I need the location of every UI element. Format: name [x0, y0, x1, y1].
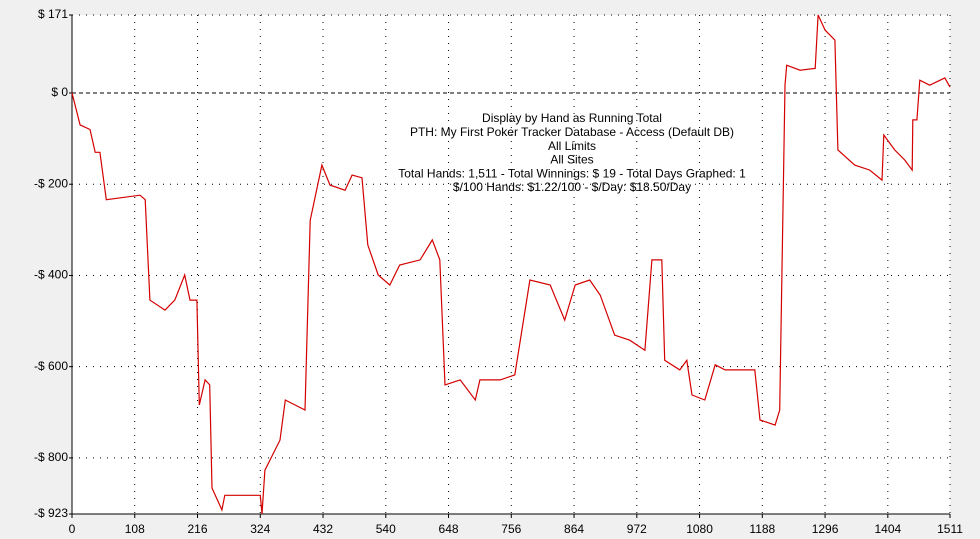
x-tick-label: 756 — [501, 522, 521, 536]
x-tick-label: 432 — [313, 522, 333, 536]
y-tick-label: $ 0 — [51, 85, 68, 99]
annotation: PTH: My First Poker Tracker Database - A… — [410, 125, 734, 139]
x-tick-label: 108 — [125, 522, 145, 536]
x-tick-label: 864 — [564, 522, 584, 536]
annotation: Display by Hand as Running Total — [482, 111, 662, 125]
line-series — [71, 14, 951, 515]
x-tick-label: 1188 — [749, 522, 775, 536]
x-tick-label: 216 — [187, 522, 207, 536]
annotation: All Sites — [550, 153, 593, 167]
x-tick-label: 540 — [376, 522, 396, 536]
x-tick-label: 1404 — [874, 522, 901, 536]
plot-area — [72, 15, 950, 514]
x-tick-label: 1296 — [812, 522, 839, 536]
x-tick-label: 1080 — [686, 522, 713, 536]
annotation: $/100 Hands: $1.22/100 - $/Day: $18.50/D… — [453, 180, 691, 194]
x-tick-label: 648 — [439, 522, 459, 536]
annotation: Total Hands: 1,511 - Total Winnings: $ 1… — [398, 166, 746, 180]
x-tick-label: 0 — [69, 522, 76, 536]
y-tick-label: -$ 600 — [34, 359, 68, 373]
x-tick-label: 972 — [627, 522, 647, 536]
y-tick-label: $ 171 — [38, 7, 68, 21]
y-tick-label: -$ 200 — [34, 176, 68, 190]
annotation: All Limits — [548, 139, 596, 153]
x-tick-label: 324 — [250, 522, 270, 536]
x-tick-label: 1511 — [937, 522, 963, 536]
y-tick-label: -$ 800 — [34, 450, 68, 464]
y-tick-label: -$ 923 — [34, 506, 68, 520]
y-tick-label: -$ 400 — [34, 268, 68, 282]
